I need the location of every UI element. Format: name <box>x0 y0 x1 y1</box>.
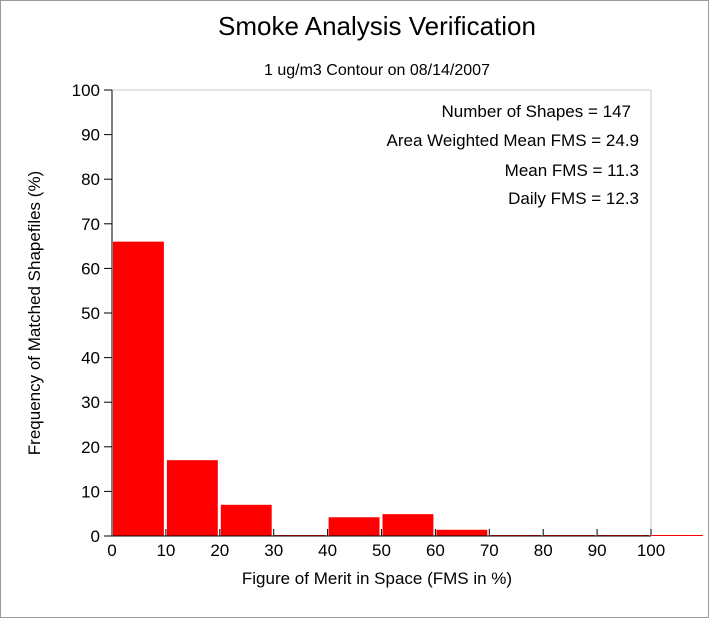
y-tick-label: 90 <box>81 126 100 145</box>
y-tick-label: 60 <box>81 259 100 278</box>
x-tick-label: 20 <box>210 541 229 560</box>
y-tick-label: 70 <box>81 215 100 234</box>
x-tick-label: 0 <box>107 541 116 560</box>
annotation-number-of-shapes: Number of Shapes = 147 <box>442 102 631 121</box>
histogram-bar <box>220 504 272 536</box>
x-tick-label: 30 <box>264 541 283 560</box>
x-tick-label: 90 <box>588 541 607 560</box>
x-tick-label: 10 <box>156 541 175 560</box>
x-tick-label: 80 <box>534 541 553 560</box>
x-tick-label: 50 <box>372 541 391 560</box>
y-tick-label: 20 <box>81 438 100 457</box>
y-tick-label: 80 <box>81 170 100 189</box>
histogram-bar <box>652 535 703 536</box>
annotation-area-weighted-mean: Area Weighted Mean FMS = 24.9 <box>387 131 639 150</box>
stats-annotations: Number of Shapes = 147 Area Weighted Mea… <box>387 102 639 208</box>
histogram-bar <box>436 529 488 536</box>
histogram-bar <box>328 517 380 536</box>
y-tick-label: 40 <box>81 349 100 368</box>
histogram-bar <box>113 241 164 536</box>
y-tick-label: 10 <box>81 482 100 501</box>
y-tick-label: 30 <box>81 393 100 412</box>
chart-subtitle: 1 ug/m3 Contour on 08/14/2007 <box>264 62 490 79</box>
y-axis-label: Frequency of Matched Shapefiles (%) <box>25 171 44 455</box>
x-tick-label: 40 <box>318 541 337 560</box>
x-tick-label: 60 <box>426 541 445 560</box>
x-tick-label: 70 <box>480 541 499 560</box>
y-tick-label: 100 <box>72 81 100 100</box>
annotation-mean-fms: Mean FMS = 11.3 <box>505 161 639 180</box>
annotation-daily-fms: Daily FMS = 12.3 <box>508 189 639 208</box>
chart-title: Smoke Analysis Verification <box>218 11 536 41</box>
y-tick-label: 0 <box>91 527 100 546</box>
histogram-bar <box>382 514 434 536</box>
x-tick-label: 100 <box>637 541 665 560</box>
histogram-bar <box>166 460 218 536</box>
y-tick-label: 50 <box>81 304 100 323</box>
x-axis-label: Figure of Merit in Space (FMS in %) <box>242 569 512 588</box>
plot-area: 0 10 20 30 40 50 60 70 80 90 100 0 10 20 30 40 50 60 70 80 9… <box>72 81 703 560</box>
